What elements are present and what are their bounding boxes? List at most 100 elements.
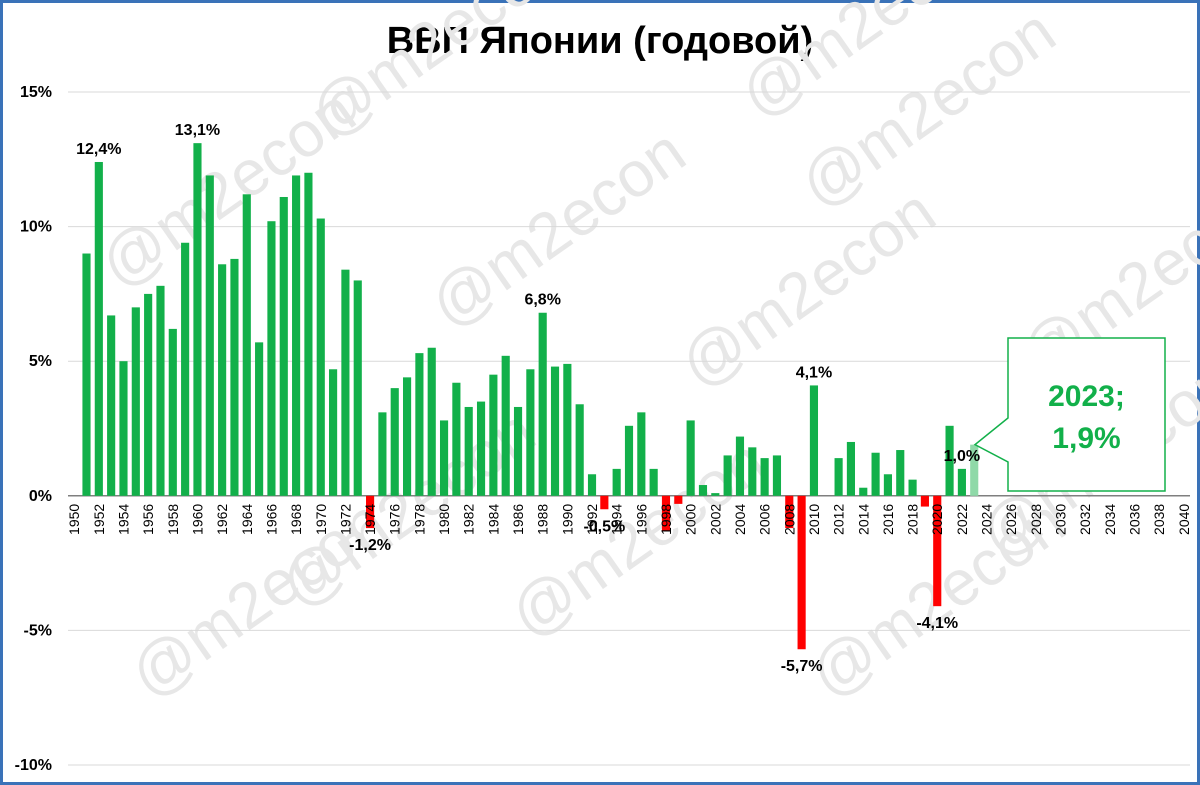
bar-1962 <box>218 264 227 496</box>
x-tick-label: 2004 <box>732 504 748 535</box>
bar-1969 <box>304 172 313 496</box>
bar-2002 <box>711 493 720 496</box>
bar-1995 <box>624 425 634 496</box>
bar-2000 <box>686 420 695 496</box>
bar-2019 <box>920 495 929 507</box>
watermark-text: @m2econ <box>117 485 398 712</box>
x-tick-label: 2010 <box>806 504 822 535</box>
bar-1998 <box>661 495 671 531</box>
x-tick-label: 2034 <box>1102 504 1118 535</box>
bar-1989 <box>550 366 560 496</box>
x-tick-label: 2024 <box>979 504 995 535</box>
x-tick-label: 2032 <box>1077 504 1093 535</box>
x-tick-label: 2040 <box>1176 504 1192 535</box>
bars <box>82 143 979 650</box>
bar-2021 <box>945 425 954 496</box>
bar-1987 <box>526 369 535 496</box>
x-tick-label: 2028 <box>1028 504 1044 535</box>
bar-2020 <box>933 495 942 607</box>
chart-title: ВВП Японии (годовой) <box>386 20 814 62</box>
bar-1980 <box>439 420 449 496</box>
y-tick-label: 15% <box>20 84 52 101</box>
bar-1971 <box>329 369 338 496</box>
bar-1973 <box>353 280 362 496</box>
bar-2003 <box>723 455 732 496</box>
bar-2009 <box>797 495 806 650</box>
bar-2004 <box>735 436 745 496</box>
y-tick-label: 5% <box>29 353 52 370</box>
callout-box <box>973 337 1166 492</box>
x-tick-label: 1976 <box>387 504 403 535</box>
bar-1970 <box>316 218 325 496</box>
bar-2001 <box>698 485 708 496</box>
bar-1952 <box>94 161 103 496</box>
bar-1951 <box>82 253 91 496</box>
bar-1994 <box>612 468 621 496</box>
bar-1967 <box>279 196 288 496</box>
bar-1993 <box>600 495 609 510</box>
bar-2018 <box>908 479 917 496</box>
x-tick-label: 1952 <box>91 504 107 535</box>
x-tick-label: 2008 <box>781 504 797 535</box>
bar-1984 <box>489 374 498 496</box>
bar-1997 <box>649 468 658 496</box>
bar-1990 <box>563 363 572 496</box>
data-label-1960: 13,1% <box>175 122 220 139</box>
bar-2006 <box>760 458 769 496</box>
bar-1958 <box>168 328 177 496</box>
bar-1979 <box>427 347 436 496</box>
x-tick-label: 2016 <box>880 504 896 535</box>
bar-1977 <box>402 377 412 496</box>
x-tick-label: 1954 <box>115 504 131 535</box>
x-tick-label: 1958 <box>165 504 181 535</box>
x-tick-label: 1966 <box>263 504 279 535</box>
x-tick-label: 1984 <box>485 504 501 535</box>
data-label-1993: -0,5% <box>583 518 625 535</box>
x-tick-label: 2020 <box>929 504 945 535</box>
data-label-1974: -1,2% <box>349 537 391 554</box>
data-label-2020: -4,1% <box>916 615 958 632</box>
bar-1955 <box>131 307 140 496</box>
bar-1965 <box>255 342 264 496</box>
y-tick-label: 0% <box>29 488 52 505</box>
bar-2012 <box>834 458 843 496</box>
x-tick-label: 2002 <box>707 504 723 535</box>
data-label-2010: 4,1% <box>796 364 832 381</box>
x-tick-label: 1964 <box>239 504 255 535</box>
x-tick-label: 2006 <box>757 504 773 535</box>
bar-1974 <box>366 495 375 529</box>
x-tick-label: 1968 <box>288 504 304 535</box>
x-tick-label: 2030 <box>1053 504 1069 535</box>
bar-2008 <box>785 495 794 529</box>
data-label-2009: -5,7% <box>781 658 823 675</box>
callout: 2023; 1,9% <box>973 337 1166 492</box>
data-label-1952: 12,4% <box>76 141 121 158</box>
x-tick-label: 2018 <box>905 504 921 535</box>
x-tick-label: 1998 <box>658 504 674 535</box>
bar-1968 <box>292 175 301 496</box>
y-axis-labels: 15% 10% 5% 0% -5% -10% <box>15 84 52 774</box>
bar-2017 <box>896 450 905 496</box>
bar-1963 <box>230 258 239 496</box>
x-tick-label: 1996 <box>633 504 649 535</box>
bar-1966 <box>267 221 276 496</box>
bar-1992 <box>587 474 597 496</box>
x-tick-label: 1994 <box>609 504 625 535</box>
bar-2023 <box>970 444 979 496</box>
bar-1996 <box>637 412 646 496</box>
y-tick-label: -10% <box>15 757 52 774</box>
bar-1981 <box>452 382 461 496</box>
bar-2005 <box>748 447 757 496</box>
bar-1978 <box>415 353 424 496</box>
x-tick-label: 1974 <box>362 504 378 535</box>
bar-1972 <box>341 269 350 496</box>
data-labels: 12,4% 13,1% -1,2% 6,8% -0,5% -5,7% 4,1% -4,1% 1,… <box>76 122 980 675</box>
bar-1961 <box>205 175 214 496</box>
bar-1957 <box>156 285 165 496</box>
x-tick-label: 2014 <box>855 504 871 535</box>
bar-1976 <box>390 388 399 496</box>
x-tick-label: 1990 <box>559 504 575 535</box>
x-tick-label: 2026 <box>1003 504 1019 535</box>
callout-year: 2023; <box>1048 380 1125 413</box>
